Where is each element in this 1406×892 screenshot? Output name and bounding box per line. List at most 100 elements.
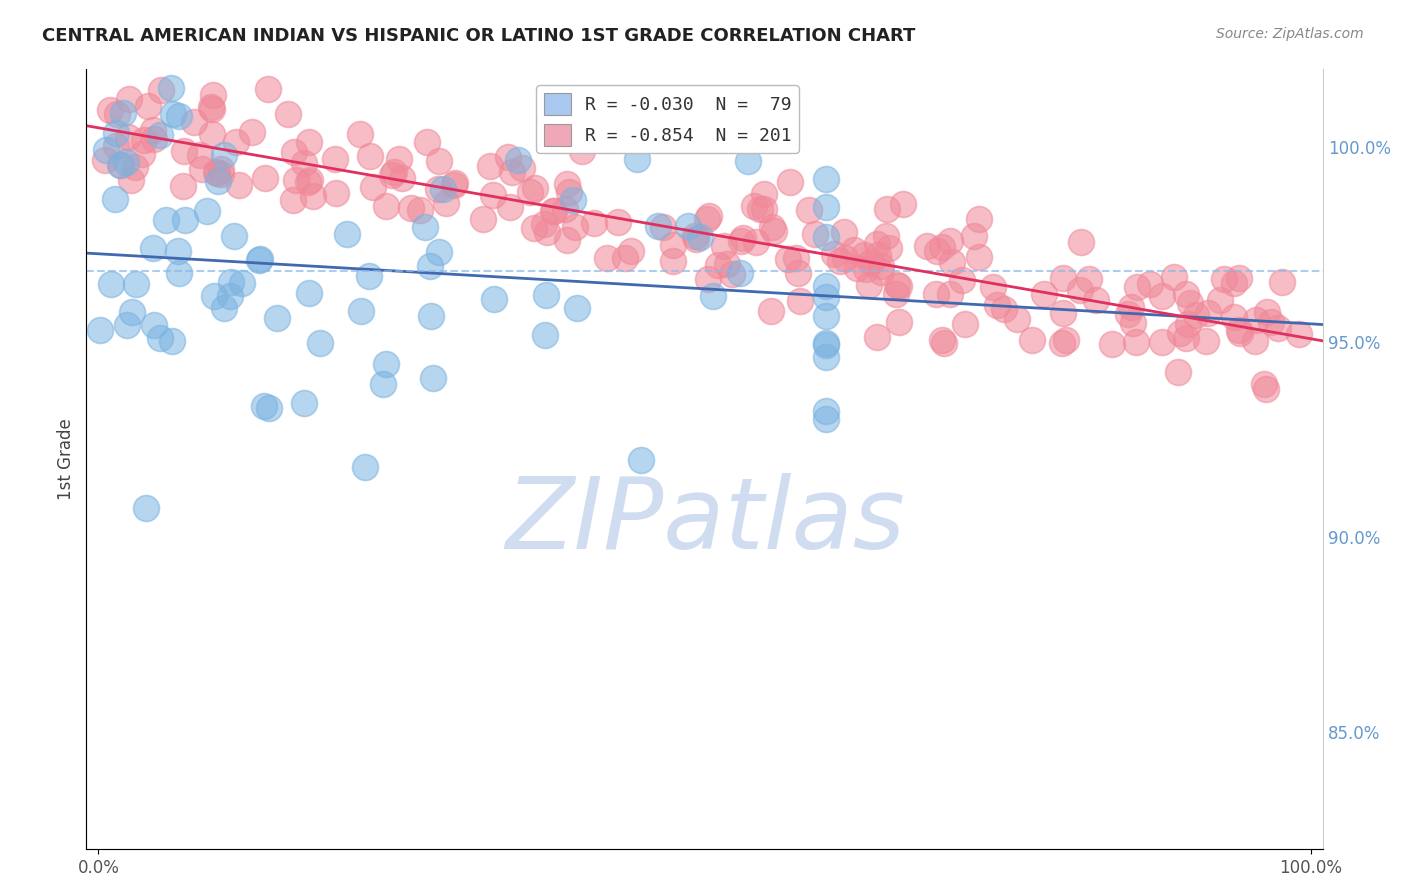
Point — [713, 238, 735, 252]
Point — [1195, 334, 1218, 348]
Point — [536, 288, 558, 302]
Point — [432, 182, 454, 196]
Point — [212, 301, 235, 316]
Point — [125, 277, 148, 291]
Point — [142, 123, 165, 137]
Point — [737, 154, 759, 169]
Point — [371, 376, 394, 391]
Point — [1126, 280, 1149, 294]
Point — [173, 144, 195, 158]
Point — [498, 200, 520, 214]
Point — [543, 204, 565, 219]
Point — [702, 289, 724, 303]
Point — [285, 173, 308, 187]
Point — [689, 229, 711, 244]
Point — [696, 212, 718, 227]
Point — [388, 153, 411, 167]
Point — [1116, 307, 1139, 321]
Point — [482, 187, 505, 202]
Point — [191, 161, 214, 176]
Point — [814, 335, 837, 350]
Point — [297, 175, 319, 189]
Point — [1163, 269, 1185, 284]
Point — [963, 229, 986, 244]
Point — [257, 401, 280, 415]
Point — [814, 337, 837, 351]
Point — [562, 193, 585, 207]
Point — [277, 107, 299, 121]
Point — [169, 266, 191, 280]
Point — [1185, 308, 1208, 322]
Point — [247, 253, 270, 268]
Point — [359, 148, 381, 162]
Point — [814, 412, 837, 426]
Point — [606, 215, 628, 229]
Point — [557, 177, 579, 191]
Point — [149, 128, 172, 142]
Point — [201, 128, 224, 142]
Point — [950, 273, 973, 287]
Point — [1288, 326, 1310, 341]
Point — [413, 219, 436, 234]
Point — [1078, 272, 1101, 286]
Point — [166, 244, 188, 259]
Point — [336, 227, 359, 242]
Point — [571, 145, 593, 159]
Point — [931, 239, 953, 253]
Point — [967, 250, 990, 264]
Point — [427, 153, 450, 168]
Point — [482, 292, 505, 306]
Point — [730, 266, 752, 280]
Point — [785, 252, 807, 266]
Point — [834, 251, 856, 265]
Point — [104, 139, 127, 153]
Point — [745, 235, 768, 249]
Point — [1222, 276, 1244, 290]
Point — [292, 395, 315, 409]
Point — [779, 175, 801, 189]
Point — [167, 109, 190, 123]
Point — [1052, 270, 1074, 285]
Point — [761, 220, 783, 235]
Point — [967, 211, 990, 226]
Point — [375, 357, 398, 371]
Point — [696, 272, 718, 286]
Point — [94, 143, 117, 157]
Text: ZIPatlas: ZIPatlas — [505, 473, 904, 570]
Point — [1175, 331, 1198, 345]
Point — [100, 277, 122, 291]
Point — [564, 220, 586, 235]
Point — [1122, 316, 1144, 330]
Point — [814, 350, 837, 364]
Point — [155, 213, 177, 227]
Point — [523, 221, 546, 235]
Point — [444, 176, 467, 190]
Point — [927, 244, 949, 258]
Point — [149, 331, 172, 345]
Point — [814, 200, 837, 214]
Point — [124, 160, 146, 174]
Point — [953, 317, 976, 331]
Point — [120, 173, 142, 187]
Point — [253, 399, 276, 413]
Point — [1069, 283, 1091, 297]
Point — [852, 248, 875, 262]
Point — [932, 336, 955, 351]
Point — [1229, 326, 1251, 341]
Point — [416, 136, 439, 150]
Point — [283, 193, 305, 207]
Point — [111, 105, 134, 120]
Point — [309, 335, 332, 350]
Point — [1246, 313, 1268, 327]
Point — [190, 148, 212, 162]
Text: CENTRAL AMERICAN INDIAN VS HISPANIC OR LATINO 1ST GRADE CORRELATION CHART: CENTRAL AMERICAN INDIAN VS HISPANIC OR L… — [42, 27, 915, 45]
Point — [797, 203, 820, 218]
Point — [266, 310, 288, 325]
Point — [323, 153, 346, 167]
Point — [409, 202, 432, 217]
Point — [554, 202, 576, 217]
Point — [183, 115, 205, 129]
Point — [860, 255, 883, 269]
Point — [846, 261, 869, 276]
Point — [624, 122, 647, 136]
